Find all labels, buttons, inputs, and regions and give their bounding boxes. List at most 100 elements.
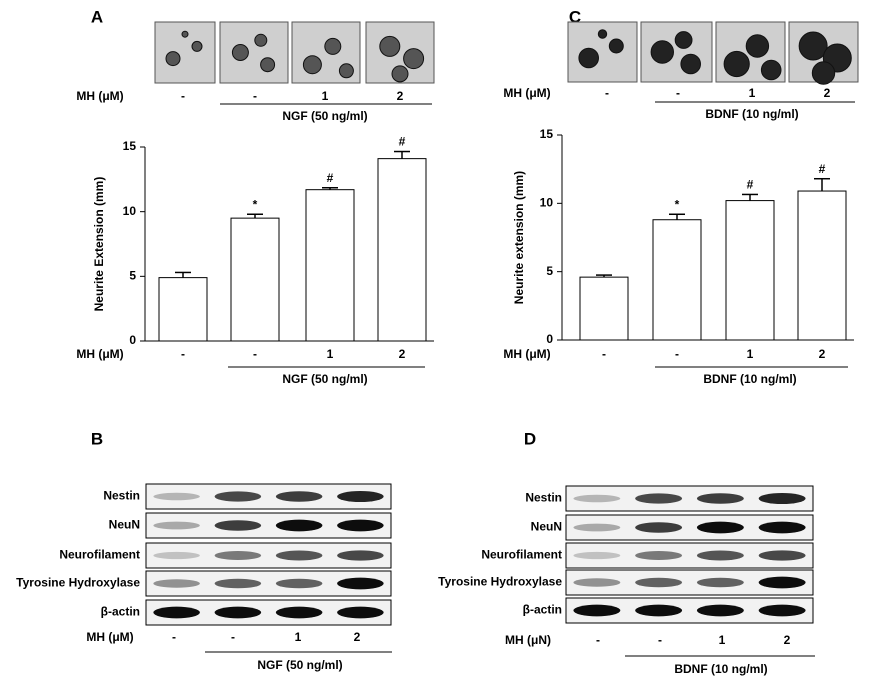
- x-axis-label: MH (μM): [503, 86, 550, 100]
- band: [337, 490, 384, 503]
- blot-label: NeuN: [109, 518, 140, 532]
- neurosphere: [723, 50, 750, 78]
- band: [214, 578, 262, 589]
- band: [275, 491, 323, 502]
- group-label: NGF (50 ng/ml): [257, 658, 342, 672]
- band: [696, 604, 744, 617]
- y-tick-label: 5: [546, 264, 553, 278]
- x-tick-label: -: [675, 347, 679, 361]
- condition-label: 1: [719, 633, 726, 647]
- neurosphere: [798, 31, 828, 61]
- neurosphere: [191, 40, 203, 52]
- neurosphere: [650, 40, 674, 64]
- band: [214, 551, 262, 560]
- x-axis-label: MH (μN): [505, 633, 551, 647]
- band: [275, 550, 323, 561]
- x-tick-label: 1: [747, 347, 754, 361]
- blot-label: NeuN: [531, 520, 562, 534]
- group-label: NGF (50 ng/ml): [282, 372, 367, 386]
- band: [696, 493, 744, 504]
- neurosphere: [597, 29, 608, 39]
- neurosphere: [674, 31, 693, 49]
- condition-label: -: [253, 89, 257, 103]
- band: [153, 551, 200, 560]
- neurosphere: [165, 51, 181, 67]
- significance-mark: #: [819, 162, 826, 176]
- y-tick-label: 10: [540, 196, 554, 210]
- neurosphere: [231, 44, 249, 61]
- significance-mark: #: [327, 171, 334, 185]
- y-tick-label: 15: [540, 127, 554, 141]
- panel-label: B: [91, 429, 103, 448]
- y-axis-label: Neurite extension (mm): [512, 171, 526, 304]
- band: [275, 519, 323, 532]
- band: [696, 521, 744, 534]
- band: [275, 578, 323, 589]
- condition-label: -: [596, 633, 600, 647]
- condition-label: 2: [354, 630, 361, 644]
- condition-label: -: [181, 89, 185, 103]
- significance-mark: #: [747, 178, 754, 192]
- blot-label: Neurofilament: [481, 548, 562, 562]
- y-tick-label: 0: [129, 333, 136, 347]
- condition-label: -: [658, 633, 662, 647]
- condition-label: 1: [749, 86, 756, 100]
- band: [758, 521, 806, 534]
- panel-label: D: [524, 429, 536, 448]
- blot-label: Nestin: [525, 491, 562, 505]
- neurosphere: [403, 48, 425, 70]
- bar: [797, 190, 847, 341]
- x-axis-label: MH (μM): [76, 89, 123, 103]
- neurosphere: [391, 65, 409, 83]
- neurosphere: [680, 53, 702, 75]
- band: [214, 520, 262, 531]
- band: [758, 604, 806, 617]
- band: [573, 494, 621, 503]
- blot-label: β-actin: [523, 603, 562, 617]
- y-tick-label: 5: [129, 269, 136, 283]
- condition-label: 1: [322, 89, 329, 103]
- band: [635, 577, 683, 588]
- y-tick-label: 15: [123, 139, 137, 153]
- band: [153, 606, 200, 619]
- group-label: BDNF (10 ng/ml): [705, 107, 798, 121]
- band: [573, 578, 621, 587]
- bar: [725, 200, 775, 341]
- band: [337, 606, 384, 619]
- condition-label: -: [231, 630, 235, 644]
- neurosphere: [302, 55, 322, 75]
- band: [573, 523, 621, 532]
- neurosphere: [254, 33, 268, 47]
- band: [635, 604, 683, 617]
- band: [337, 577, 384, 590]
- bar: [652, 219, 702, 341]
- significance-mark: *: [253, 197, 258, 211]
- x-tick-label: 1: [327, 347, 334, 361]
- condition-label: 1: [295, 630, 302, 644]
- band: [214, 606, 262, 619]
- blot-label: β-actin: [101, 605, 140, 619]
- band: [153, 492, 200, 501]
- x-axis-label: MH (μM): [503, 347, 550, 361]
- neurosphere: [338, 63, 354, 79]
- condition-label: -: [605, 86, 609, 100]
- band: [337, 550, 384, 561]
- neurosphere: [260, 57, 276, 73]
- x-axis-label: MH (μM): [76, 347, 123, 361]
- band: [758, 576, 806, 589]
- significance-mark: *: [675, 197, 680, 211]
- neurosphere: [379, 35, 401, 57]
- bar: [230, 217, 280, 342]
- blot-label: Neurofilament: [59, 548, 140, 562]
- band: [153, 521, 200, 530]
- band: [635, 493, 683, 504]
- bar: [158, 277, 208, 342]
- neurosphere: [760, 59, 782, 81]
- band: [696, 577, 744, 588]
- x-tick-label: 2: [399, 347, 406, 361]
- condition-label: -: [172, 630, 176, 644]
- x-axis-label: MH (μM): [86, 630, 133, 644]
- condition-label: 2: [397, 89, 404, 103]
- band: [696, 550, 744, 561]
- band: [573, 551, 621, 560]
